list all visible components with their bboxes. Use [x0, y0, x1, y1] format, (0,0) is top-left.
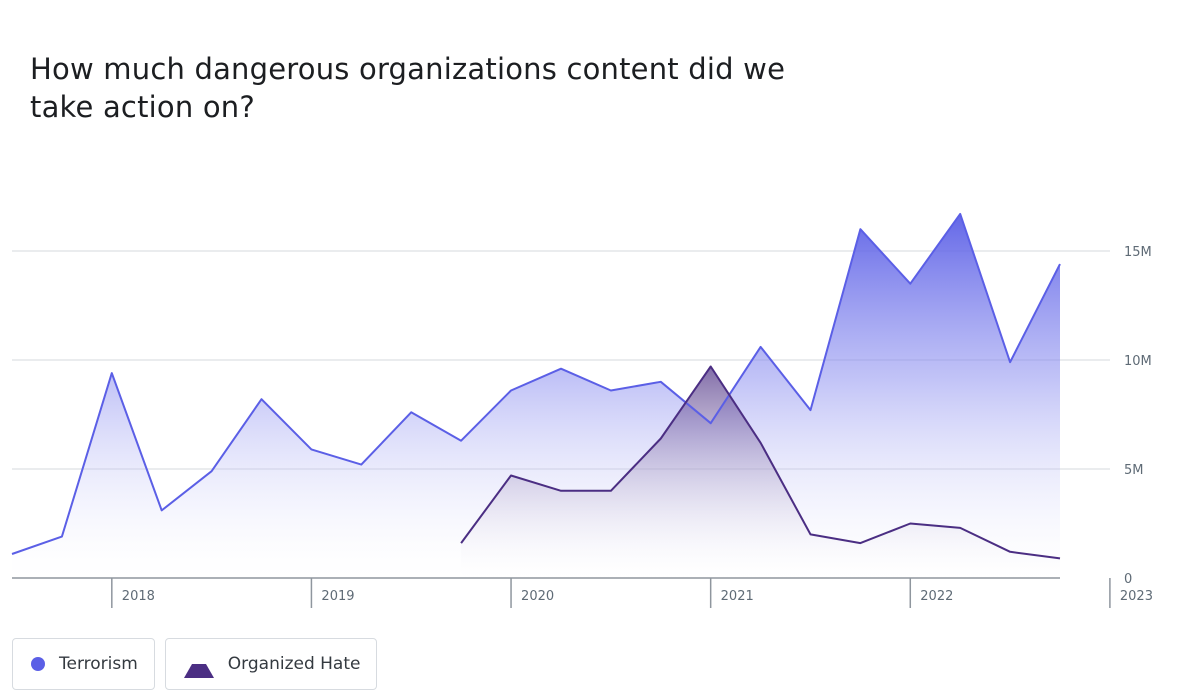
x-tick-label: 2023: [1120, 589, 1153, 604]
organized-hate-line[interactable]: [460, 365, 1061, 560]
x-axis: 2018 2019 2020 2021 2022 2023: [12, 577, 1153, 608]
legend: Terrorism Organized Hate: [12, 638, 378, 690]
y-tick-label: 0: [1124, 572, 1132, 587]
x-tick-label: 2021: [721, 589, 754, 604]
circle-icon: [31, 657, 45, 671]
series-areas: [12, 213, 1061, 578]
x-tick-label: 2022: [920, 589, 953, 604]
y-tick-label: 10M: [1124, 354, 1152, 369]
x-tick-label: 2019: [321, 589, 354, 604]
y-tick-label: 5M: [1124, 463, 1144, 478]
triangle-icon: [183, 650, 214, 678]
y-axis-labels: 0 5M 10M 15M: [1124, 245, 1152, 587]
organized-hate-area: [461, 366, 1061, 578]
series-lines: [11, 212, 1061, 560]
chart: 2018 2019 2020 2021 2022 2023 0 5M 10M 15M: [11, 212, 1153, 608]
legend-item-organized-hate[interactable]: Organized Hate: [164, 638, 378, 690]
legend-label-terrorism: Terrorism: [59, 654, 138, 674]
legend-label-organized-hate: Organized Hate: [227, 654, 361, 674]
legend-item-terrorism[interactable]: Terrorism: [12, 638, 155, 690]
terrorism-line[interactable]: [11, 212, 1061, 555]
x-tick-label: 2020: [521, 589, 554, 604]
x-tick-label: 2018: [122, 589, 155, 604]
page-title: How much dangerous organizations content…: [30, 52, 786, 124]
terrorism-area: [12, 213, 1060, 578]
y-tick-label: 15M: [1124, 245, 1152, 260]
